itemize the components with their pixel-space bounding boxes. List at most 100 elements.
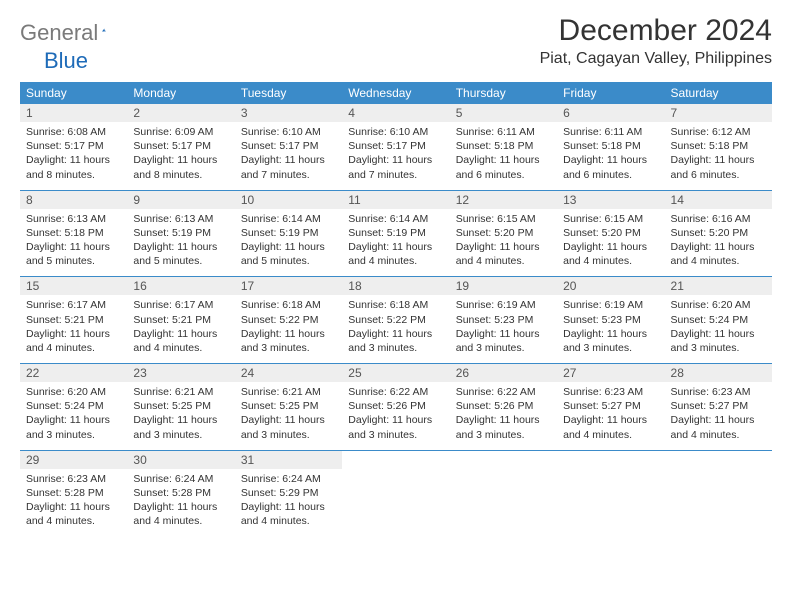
logo-text-blue: Blue	[44, 48, 88, 74]
daylight-text: Daylight: 11 hours and 4 minutes.	[671, 240, 766, 268]
daylight-text: Daylight: 11 hours and 4 minutes.	[671, 413, 766, 441]
sunset-text: Sunset: 5:19 PM	[133, 226, 228, 240]
month-title: December 2024	[540, 14, 772, 48]
daylight-text: Daylight: 11 hours and 6 minutes.	[456, 153, 551, 181]
day-number: 4	[342, 104, 449, 122]
day-body: Sunrise: 6:17 AMSunset: 5:21 PMDaylight:…	[127, 295, 234, 355]
sunrise-text: Sunrise: 6:16 AM	[671, 212, 766, 226]
day-body: Sunrise: 6:20 AMSunset: 5:24 PMDaylight:…	[665, 295, 772, 355]
title-block: December 2024 Piat, Cagayan Valley, Phil…	[540, 14, 772, 68]
day-cell: 21Sunrise: 6:20 AMSunset: 5:24 PMDayligh…	[665, 277, 772, 363]
day-cell: 20Sunrise: 6:19 AMSunset: 5:23 PMDayligh…	[557, 277, 664, 363]
sunset-text: Sunset: 5:27 PM	[671, 399, 766, 413]
day-number: 24	[235, 364, 342, 382]
sunset-text: Sunset: 5:24 PM	[26, 399, 121, 413]
sunset-text: Sunset: 5:28 PM	[133, 486, 228, 500]
sunrise-text: Sunrise: 6:17 AM	[133, 298, 228, 312]
day-body: Sunrise: 6:17 AMSunset: 5:21 PMDaylight:…	[20, 295, 127, 355]
daylight-text: Daylight: 11 hours and 8 minutes.	[26, 153, 121, 181]
day-cell: 24Sunrise: 6:21 AMSunset: 5:25 PMDayligh…	[235, 364, 342, 450]
day-number: 9	[127, 191, 234, 209]
sunrise-text: Sunrise: 6:19 AM	[456, 298, 551, 312]
sunrise-text: Sunrise: 6:22 AM	[348, 385, 443, 399]
daylight-text: Daylight: 11 hours and 4 minutes.	[133, 500, 228, 528]
daylight-text: Daylight: 11 hours and 4 minutes.	[563, 413, 658, 441]
day-body: Sunrise: 6:19 AMSunset: 5:23 PMDaylight:…	[450, 295, 557, 355]
day-body: Sunrise: 6:14 AMSunset: 5:19 PMDaylight:…	[235, 209, 342, 269]
sunset-text: Sunset: 5:20 PM	[671, 226, 766, 240]
day-cell: 12Sunrise: 6:15 AMSunset: 5:20 PMDayligh…	[450, 191, 557, 277]
sunrise-text: Sunrise: 6:23 AM	[671, 385, 766, 399]
sunset-text: Sunset: 5:26 PM	[348, 399, 443, 413]
dow-row: Sunday Monday Tuesday Wednesday Thursday…	[20, 82, 772, 104]
sunrise-text: Sunrise: 6:14 AM	[241, 212, 336, 226]
day-body: Sunrise: 6:09 AMSunset: 5:17 PMDaylight:…	[127, 122, 234, 182]
day-number: 10	[235, 191, 342, 209]
daylight-text: Daylight: 11 hours and 5 minutes.	[241, 240, 336, 268]
sunset-text: Sunset: 5:18 PM	[671, 139, 766, 153]
sunset-text: Sunset: 5:23 PM	[456, 313, 551, 327]
day-cell: 11Sunrise: 6:14 AMSunset: 5:19 PMDayligh…	[342, 191, 449, 277]
day-number: 22	[20, 364, 127, 382]
day-cell: 15Sunrise: 6:17 AMSunset: 5:21 PMDayligh…	[20, 277, 127, 363]
sunrise-text: Sunrise: 6:23 AM	[26, 472, 121, 486]
daylight-text: Daylight: 11 hours and 5 minutes.	[26, 240, 121, 268]
sunrise-text: Sunrise: 6:21 AM	[241, 385, 336, 399]
day-number: 6	[557, 104, 664, 122]
sunset-text: Sunset: 5:22 PM	[241, 313, 336, 327]
daylight-text: Daylight: 11 hours and 4 minutes.	[241, 500, 336, 528]
day-number: 27	[557, 364, 664, 382]
daylight-text: Daylight: 11 hours and 6 minutes.	[563, 153, 658, 181]
daylight-text: Daylight: 11 hours and 4 minutes.	[456, 240, 551, 268]
day-body: Sunrise: 6:14 AMSunset: 5:19 PMDaylight:…	[342, 209, 449, 269]
day-body: Sunrise: 6:24 AMSunset: 5:29 PMDaylight:…	[235, 469, 342, 529]
sunrise-text: Sunrise: 6:23 AM	[563, 385, 658, 399]
day-body: Sunrise: 6:23 AMSunset: 5:28 PMDaylight:…	[20, 469, 127, 529]
sunset-text: Sunset: 5:18 PM	[563, 139, 658, 153]
sunrise-text: Sunrise: 6:21 AM	[133, 385, 228, 399]
day-number: 26	[450, 364, 557, 382]
sunset-text: Sunset: 5:21 PM	[26, 313, 121, 327]
daylight-text: Daylight: 11 hours and 5 minutes.	[133, 240, 228, 268]
day-number: 1	[20, 104, 127, 122]
sunset-text: Sunset: 5:20 PM	[563, 226, 658, 240]
week-row: 1Sunrise: 6:08 AMSunset: 5:17 PMDaylight…	[20, 104, 772, 190]
day-number: 5	[450, 104, 557, 122]
sunset-text: Sunset: 5:23 PM	[563, 313, 658, 327]
empty-cell: ..	[450, 451, 557, 537]
day-body: Sunrise: 6:20 AMSunset: 5:24 PMDaylight:…	[20, 382, 127, 442]
calendar-table: Sunday Monday Tuesday Wednesday Thursday…	[20, 82, 772, 536]
day-body: Sunrise: 6:19 AMSunset: 5:23 PMDaylight:…	[557, 295, 664, 355]
sunset-text: Sunset: 5:25 PM	[241, 399, 336, 413]
day-number: 7	[665, 104, 772, 122]
day-body: Sunrise: 6:23 AMSunset: 5:27 PMDaylight:…	[557, 382, 664, 442]
day-cell: 23Sunrise: 6:21 AMSunset: 5:25 PMDayligh…	[127, 364, 234, 450]
day-body: Sunrise: 6:22 AMSunset: 5:26 PMDaylight:…	[342, 382, 449, 442]
day-body: Sunrise: 6:13 AMSunset: 5:18 PMDaylight:…	[20, 209, 127, 269]
day-cell: 13Sunrise: 6:15 AMSunset: 5:20 PMDayligh…	[557, 191, 664, 277]
sunset-text: Sunset: 5:19 PM	[241, 226, 336, 240]
sunrise-text: Sunrise: 6:11 AM	[456, 125, 551, 139]
day-cell: 3Sunrise: 6:10 AMSunset: 5:17 PMDaylight…	[235, 104, 342, 190]
day-body: Sunrise: 6:15 AMSunset: 5:20 PMDaylight:…	[557, 209, 664, 269]
dow-sun: Sunday	[20, 82, 127, 104]
day-body: Sunrise: 6:12 AMSunset: 5:18 PMDaylight:…	[665, 122, 772, 182]
daylight-text: Daylight: 11 hours and 3 minutes.	[456, 413, 551, 441]
day-number: 16	[127, 277, 234, 295]
daylight-text: Daylight: 11 hours and 8 minutes.	[133, 153, 228, 181]
sunrise-text: Sunrise: 6:24 AM	[241, 472, 336, 486]
week-row: 8Sunrise: 6:13 AMSunset: 5:18 PMDaylight…	[20, 191, 772, 277]
day-body: Sunrise: 6:18 AMSunset: 5:22 PMDaylight:…	[342, 295, 449, 355]
day-number: 19	[450, 277, 557, 295]
day-cell: 2Sunrise: 6:09 AMSunset: 5:17 PMDaylight…	[127, 104, 234, 190]
daylight-text: Daylight: 11 hours and 4 minutes.	[133, 327, 228, 355]
dow-sat: Saturday	[665, 82, 772, 104]
day-number: 17	[235, 277, 342, 295]
day-cell: 30Sunrise: 6:24 AMSunset: 5:28 PMDayligh…	[127, 451, 234, 537]
day-body: Sunrise: 6:16 AMSunset: 5:20 PMDaylight:…	[665, 209, 772, 269]
day-number: 31	[235, 451, 342, 469]
day-number: 18	[342, 277, 449, 295]
week-row: 22Sunrise: 6:20 AMSunset: 5:24 PMDayligh…	[20, 364, 772, 450]
dow-wed: Wednesday	[342, 82, 449, 104]
day-cell: 27Sunrise: 6:23 AMSunset: 5:27 PMDayligh…	[557, 364, 664, 450]
